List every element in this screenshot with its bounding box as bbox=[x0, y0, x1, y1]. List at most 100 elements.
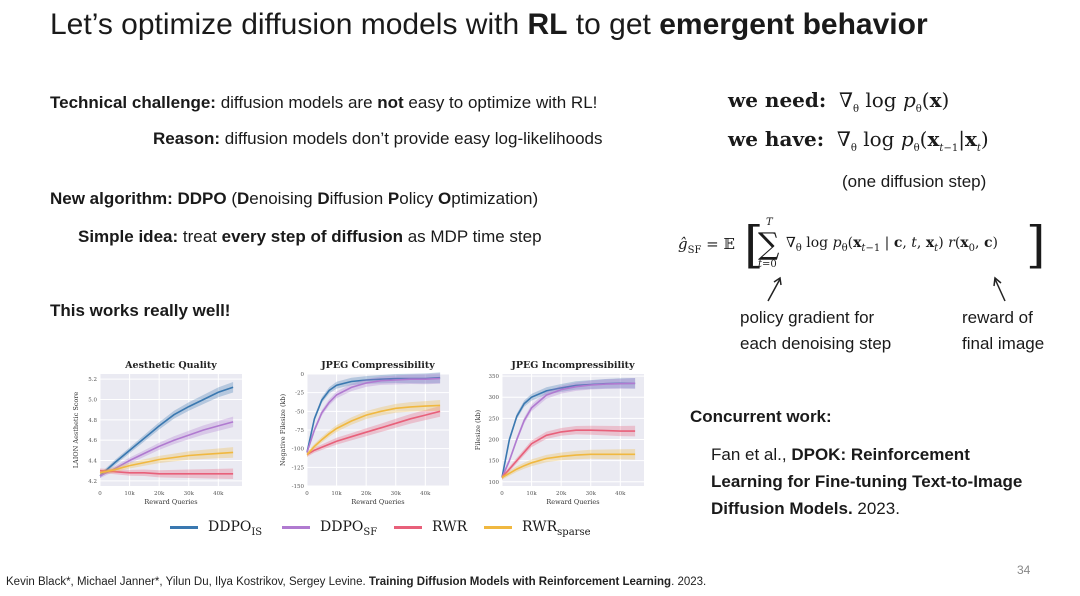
citation-line-2: Learning for Fine-tuning Text-to-Image bbox=[711, 468, 1022, 495]
algo-text: iffusion bbox=[329, 189, 388, 208]
y-tick-label: 150 bbox=[489, 459, 500, 465]
legend-item-rwr: RWR bbox=[394, 519, 467, 538]
x-tick-label: 20k bbox=[556, 491, 567, 497]
annotation-reward-line: reward of bbox=[962, 308, 1033, 327]
new-algorithm-line: New algorithm: DDPO (Denoising Diffusion… bbox=[50, 189, 538, 209]
chart-title: Aesthetic Quality bbox=[124, 360, 217, 371]
citation-title: Diffusion Models. bbox=[711, 499, 853, 518]
annotation-reward-line: final image bbox=[962, 334, 1045, 353]
annotation-pg-line: each denoising step bbox=[740, 334, 892, 353]
footer-paper-title: Training Diffusion Models with Reinforce… bbox=[368, 576, 672, 588]
x-tick-label: 0 bbox=[98, 491, 102, 497]
algo-label: New algorithm: DDPO bbox=[50, 189, 227, 208]
y-tick-label: 0 bbox=[301, 372, 305, 378]
series-band bbox=[502, 378, 636, 480]
footer-citation: Kevin Black*, Michael Janner*, Yilun Du,… bbox=[6, 576, 706, 588]
challenge-text: diffusion models are bbox=[215, 93, 378, 112]
series-band bbox=[502, 425, 636, 480]
policy-gradient-formula: ĝSF = 𝔼 [ T ∑ t=0 ∇θ log pθ(xt−1 | c, t,… bbox=[678, 216, 1046, 274]
legend-label: DDPO bbox=[208, 519, 252, 535]
x-tick-label: 30k bbox=[586, 491, 597, 497]
legend-swatch bbox=[484, 525, 512, 529]
need-formula: ∇θ log pθ(x) bbox=[838, 88, 950, 115]
y-tick-label: 100 bbox=[489, 480, 500, 486]
concurrent-work-label: Concurrent work: bbox=[690, 407, 832, 427]
have-label: we have: bbox=[728, 127, 825, 151]
series-line bbox=[99, 451, 234, 474]
x-tick-label: 10k bbox=[124, 491, 135, 497]
algo-letter: P bbox=[387, 189, 400, 208]
x-tick-label: 20k bbox=[154, 491, 165, 497]
title-bold-emergent: emergent behavior bbox=[659, 8, 928, 41]
series-line bbox=[99, 386, 234, 477]
series-band bbox=[502, 378, 636, 480]
works-well-text: This works really well! bbox=[50, 301, 231, 320]
annotation-pg-line: policy gradient for bbox=[740, 308, 875, 327]
y-axis-label: LAION Aesthetic Score bbox=[72, 392, 80, 469]
algo-text: ptimization) bbox=[451, 189, 539, 208]
series-line bbox=[306, 404, 441, 456]
idea-text: treat bbox=[178, 227, 222, 246]
y-tick-label: 5.2 bbox=[88, 377, 97, 383]
series-line bbox=[99, 421, 234, 477]
title-text-part: Let’s optimize diffusion models with bbox=[50, 8, 528, 41]
have-formula: ∇θ log pθ(xt−1|xt) bbox=[836, 127, 989, 154]
need-label: we need: bbox=[728, 88, 827, 112]
legend-item-ddpo-sf: DDPOSF bbox=[282, 519, 377, 538]
x-axis-label: Reward Queries bbox=[546, 498, 599, 506]
y-tick-label: -25 bbox=[295, 391, 304, 397]
algo-letter: D bbox=[237, 189, 250, 208]
reason-label: Reason: bbox=[153, 129, 221, 148]
citation-year: 2023. bbox=[852, 499, 900, 518]
legend-swatch bbox=[394, 525, 422, 529]
title-bold-rl: RL bbox=[527, 8, 568, 41]
legend-sub: sparse bbox=[557, 526, 591, 538]
y-tick-label: 4.6 bbox=[88, 438, 97, 444]
algo-letter: D bbox=[317, 189, 330, 208]
citation-line-3: Diffusion Models. 2023. bbox=[711, 495, 1022, 522]
technical-challenge-line: Technical challenge: diffusion models ar… bbox=[50, 93, 597, 113]
x-tick-label: 0 bbox=[305, 491, 309, 497]
x-tick-label: 30k bbox=[184, 491, 195, 497]
one-step-note: (one diffusion step) bbox=[842, 172, 987, 191]
y-tick-label: 5.0 bbox=[88, 397, 97, 403]
series-line bbox=[306, 410, 441, 456]
x-tick-label: 40k bbox=[615, 491, 626, 497]
y-tick-label: 4.4 bbox=[88, 459, 97, 465]
chart-panel: 100 150 200 250 300 350 0 10k 20k 30k 40k JPEG Inco… bbox=[474, 360, 644, 506]
legend-item-ddpo-is: DDPOIS bbox=[170, 519, 262, 538]
legend-label: DDPO bbox=[320, 519, 364, 535]
annotation-policy-gradient: policy gradient for each denoising step bbox=[740, 305, 891, 357]
citation-title: Learning for Fine-tuning Text-to-Image bbox=[711, 472, 1023, 491]
legend-swatch bbox=[282, 525, 310, 529]
citation-authors: Fan et al., bbox=[711, 445, 792, 464]
y-tick-label: -125 bbox=[292, 465, 305, 471]
annotation-reward: reward of final image bbox=[962, 305, 1044, 357]
legend-label: RWR bbox=[432, 519, 468, 535]
challenge-text-end: easy to optimize with RL! bbox=[403, 93, 598, 112]
algo-text: enoising bbox=[249, 189, 318, 208]
y-tick-label: -100 bbox=[292, 447, 305, 453]
series-line bbox=[501, 429, 636, 479]
y-tick-label: 4.2 bbox=[88, 479, 97, 485]
x-axis-label: Reward Queries bbox=[144, 498, 197, 506]
y-tick-label: 250 bbox=[489, 416, 500, 422]
reason-line: Reason: diffusion models don’t provide e… bbox=[153, 129, 603, 149]
legend-sub: IS bbox=[251, 526, 263, 538]
footer-year: . 2023. bbox=[671, 576, 707, 588]
series-band bbox=[502, 449, 636, 480]
series-line bbox=[501, 453, 636, 479]
series-line bbox=[99, 469, 234, 475]
concurrent-label: Concurrent work: bbox=[690, 407, 832, 426]
x-tick-label: 40k bbox=[420, 491, 431, 497]
idea-bold: every step of diffusion bbox=[221, 227, 403, 246]
slide-title: Let’s optimize diffusion models with RL … bbox=[50, 8, 928, 42]
legend-item-rwr-sparse: RWRsparse bbox=[484, 519, 591, 538]
y-axis-label: Filesize (kb) bbox=[474, 409, 482, 450]
arrow-policy-gradient bbox=[767, 276, 782, 302]
chart-title: JPEG Compressibility bbox=[320, 360, 435, 371]
arrow-reward bbox=[993, 276, 1006, 302]
series-line bbox=[306, 377, 441, 453]
works-well-line: This works really well! bbox=[50, 301, 230, 321]
